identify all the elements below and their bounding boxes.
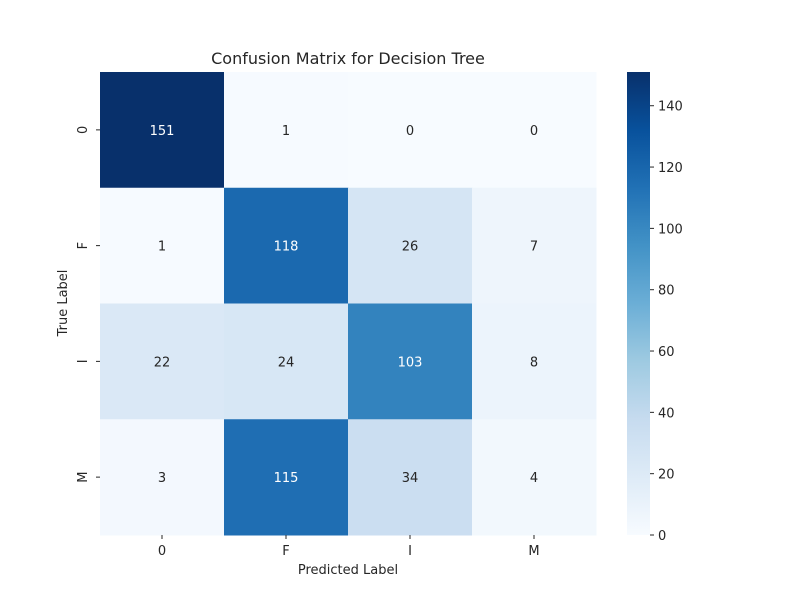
colorbar-tick-label: 140 <box>658 100 683 115</box>
colorbar-tick-label: 120 <box>658 161 683 176</box>
heatmap-cell <box>348 72 473 189</box>
x-axis-label: Predicted Label <box>298 563 398 578</box>
heatmap-cell <box>100 303 225 420</box>
cell-value-label: 151 <box>150 124 175 139</box>
cell-value-label: 1 <box>282 124 290 139</box>
y-tick-label: M <box>76 472 91 483</box>
heatmap-cell <box>224 419 349 536</box>
x-tick-label: I <box>408 544 412 559</box>
heatmap-cell <box>348 187 473 304</box>
heatmap-cells <box>100 72 597 536</box>
x-tick-label: 0 <box>158 544 166 559</box>
heatmap-cell <box>224 72 349 189</box>
y-tick-label: 0 <box>76 126 91 134</box>
heatmap-cell <box>472 72 597 189</box>
chart-title: Confusion Matrix for Decision Tree <box>211 49 485 68</box>
heatmap-cell <box>100 72 225 189</box>
heatmap-cell <box>100 187 225 304</box>
colorbar-tick-label: 40 <box>658 406 675 421</box>
colorbar-tick-label: 100 <box>658 222 683 237</box>
x-tick-label: M <box>528 544 539 559</box>
colorbar-tick-label: 80 <box>658 284 675 299</box>
heatmap-cell <box>100 419 225 536</box>
heatmap-cell <box>348 419 473 536</box>
cell-value-label: 26 <box>402 240 419 255</box>
x-axis-ticks: 0 F I M <box>158 535 540 559</box>
y-axis-label: True Label <box>56 270 71 338</box>
cell-value-label: 7 <box>530 240 538 255</box>
y-tick-label: F <box>76 242 91 249</box>
cell-value-label: 103 <box>398 355 423 370</box>
heatmap-cell <box>472 303 597 420</box>
cell-value-label: 22 <box>154 355 171 370</box>
cell-value-label: 118 <box>274 240 299 255</box>
colorbar-ticks: 0 20 40 60 80 100 120 140 <box>650 100 683 544</box>
heatmap-cell <box>348 303 473 420</box>
heatmap-cell <box>224 303 349 420</box>
colorbar <box>627 72 650 535</box>
heatmap-cell <box>472 187 597 304</box>
heatmap-cell <box>472 419 597 536</box>
heatmap-cell <box>224 187 349 304</box>
colorbar-tick-label: 0 <box>658 529 666 544</box>
colorbar-tick-label: 20 <box>658 468 675 483</box>
cell-value-label: 34 <box>402 471 419 486</box>
cell-value-label: 1 <box>158 240 166 255</box>
cell-value-label: 4 <box>530 471 538 486</box>
colorbar-tick-label: 60 <box>658 345 675 360</box>
heatmap-cell-labels: 151 1 0 0 1 118 26 7 22 24 103 8 3 115 34 4 <box>150 124 539 486</box>
cell-value-label: 3 <box>158 471 166 486</box>
y-axis-ticks: 0 F I M <box>76 126 100 483</box>
cell-value-label: 0 <box>530 124 538 139</box>
x-tick-label: F <box>282 544 289 559</box>
y-tick-label: I <box>76 359 91 363</box>
cell-value-label: 8 <box>530 355 538 370</box>
cell-value-label: 115 <box>274 471 299 486</box>
cell-value-label: 24 <box>278 355 295 370</box>
cell-value-label: 0 <box>406 124 414 139</box>
